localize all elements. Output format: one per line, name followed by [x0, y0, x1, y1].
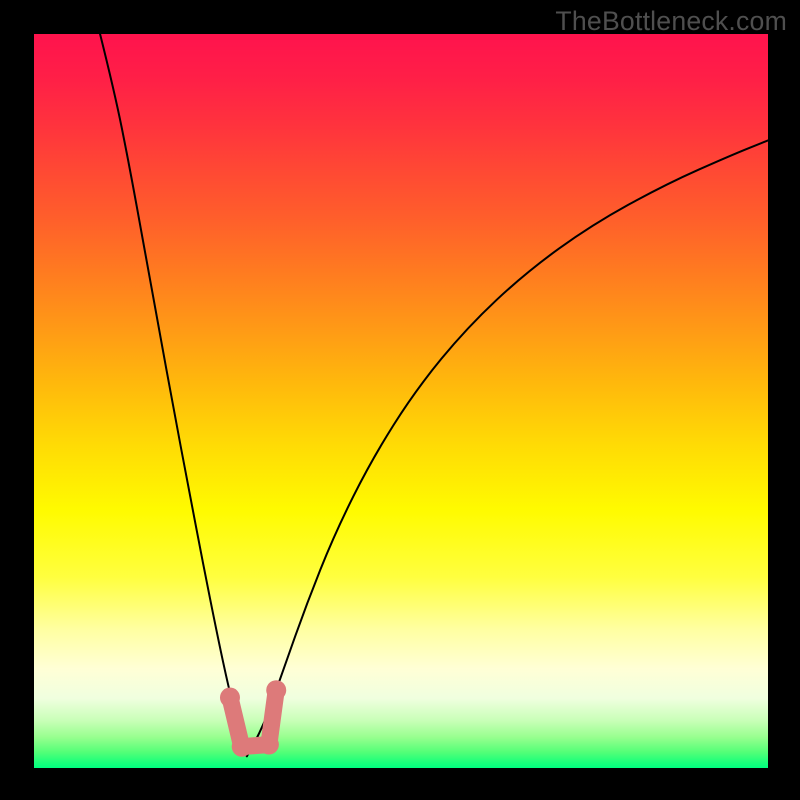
marker-dot [259, 735, 279, 755]
chart-svg [34, 34, 768, 768]
watermark-text: TheBottleneck.com [555, 6, 787, 37]
marker-dot [266, 680, 286, 700]
chart-plot-area [34, 34, 768, 768]
marker-dot [232, 737, 252, 757]
marker-dot [220, 688, 240, 708]
chart-background [34, 34, 768, 768]
